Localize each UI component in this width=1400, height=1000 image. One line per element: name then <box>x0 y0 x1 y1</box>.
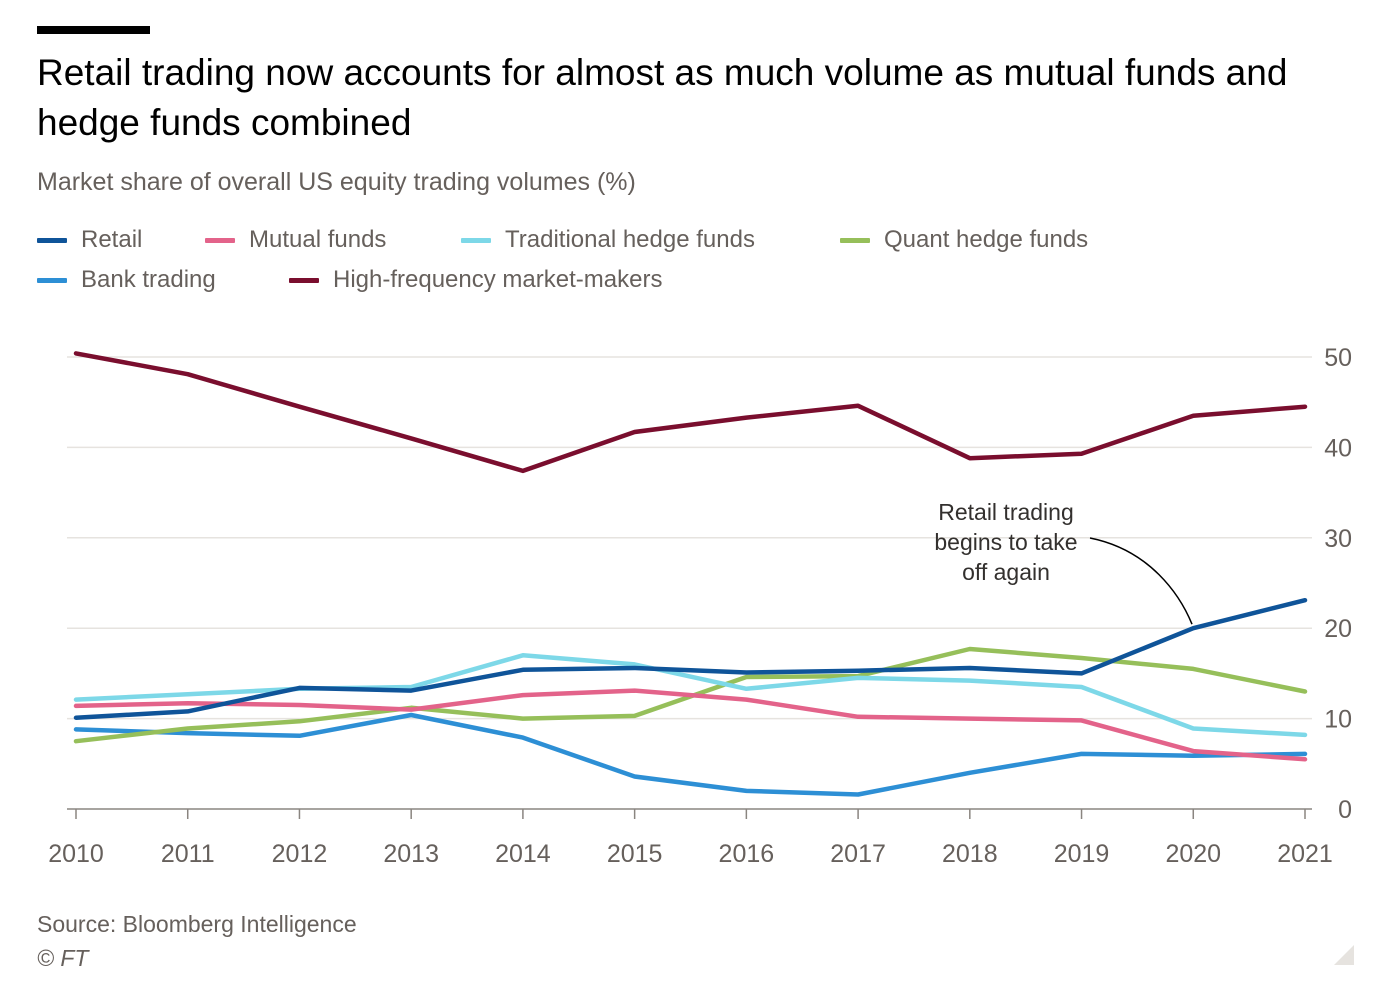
y-tick-label-30: 30 <box>1324 525 1352 553</box>
line-chart: 0 10 20 30 40 50 2010 2011 2012 2013 2014 2015 2016… <box>48 344 1352 868</box>
annotation-text-line-1: Retail trading <box>938 499 1074 525</box>
annotation-connector <box>1089 537 1193 625</box>
x-tick-label-2018: 2018 <box>942 840 998 868</box>
legend-swatch-bank-trading <box>37 277 67 283</box>
x-tick-label-2019: 2019 <box>1054 840 1110 868</box>
x-tick-label-2014: 2014 <box>495 840 551 868</box>
x-tick-label-2020: 2020 <box>1165 840 1221 868</box>
legend-swatch-retail <box>37 237 67 243</box>
y-axis: 0 10 20 30 40 50 <box>1324 344 1352 824</box>
series-line-mutual-funds <box>73 688 1308 762</box>
legend-label-retail: Retail <box>81 226 143 253</box>
legend-item-retail: Retail <box>37 226 142 254</box>
annotation-text-line-3: off again <box>962 559 1050 585</box>
y-tick-label-40: 40 <box>1324 434 1352 462</box>
resize-corner <box>1334 945 1354 965</box>
legend-swatch-mutual-funds <box>205 237 235 243</box>
series-line-retail <box>73 597 1308 720</box>
x-tick-label-2013: 2013 <box>383 840 439 868</box>
legend-swatch-traditional-hedge-funds <box>461 237 491 243</box>
legend-item-mutual-funds: Mutual funds <box>205 226 386 254</box>
legend-item-high-frequency-market-makers: High-frequency market-makers <box>289 266 662 294</box>
legend-item-bank-trading: Bank trading <box>37 266 216 294</box>
x-tick-label-2012: 2012 <box>272 840 328 868</box>
annotation-text-line-2: begins to take <box>934 529 1077 555</box>
y-tick-label-20: 20 <box>1324 615 1352 643</box>
legend-label-mutual-funds: Mutual funds <box>249 226 387 253</box>
y-tick-label-50: 50 <box>1324 344 1352 372</box>
x-tick-label-2017: 2017 <box>830 840 886 868</box>
chart-title: Retail trading now accounts for almost a… <box>37 52 1288 143</box>
source-note: Source: Bloomberg Intelligence <box>37 911 357 937</box>
x-axis-ticks: 2010 2011 2012 2013 2014 2015 2016 2017 2018 2019… <box>48 809 1333 868</box>
legend-swatch-quant-hedge-funds <box>840 237 870 243</box>
y-tick-label-0: 0 <box>1338 796 1352 824</box>
y-tick-label-10: 10 <box>1324 706 1352 734</box>
series-line-high-frequency-market-makers <box>73 351 1308 474</box>
legend-item-quant-hedge-funds: Quant hedge funds <box>840 226 1088 254</box>
annotation: Retail trading begins to take off again <box>934 499 1193 625</box>
series-lines <box>73 351 1308 797</box>
chart-subtitle: Market share of overall US equity tradin… <box>37 168 636 196</box>
legend-item-traditional-hedge-funds: Traditional hedge funds <box>461 226 755 254</box>
gridlines <box>67 356 1312 720</box>
legend-label-high-frequency-market-makers: High-frequency market-makers <box>333 266 663 293</box>
header-rule <box>37 26 150 34</box>
x-tick-label-2016: 2016 <box>719 840 775 868</box>
x-tick-label-2010: 2010 <box>48 840 104 868</box>
x-tick-label-2021: 2021 <box>1277 840 1333 868</box>
copyright: © FT <box>37 945 89 971</box>
legend-swatch-high-frequency-market-makers <box>289 277 319 283</box>
x-tick-label-2015: 2015 <box>607 840 663 868</box>
legend-label-quant-hedge-funds: Quant hedge funds <box>884 226 1089 253</box>
legend-label-traditional-hedge-funds: Traditional hedge funds <box>505 226 755 253</box>
x-tick-label-2011: 2011 <box>161 840 215 868</box>
series-line-bank-trading <box>73 712 1308 797</box>
legend-label-bank-trading: Bank trading <box>81 266 216 293</box>
